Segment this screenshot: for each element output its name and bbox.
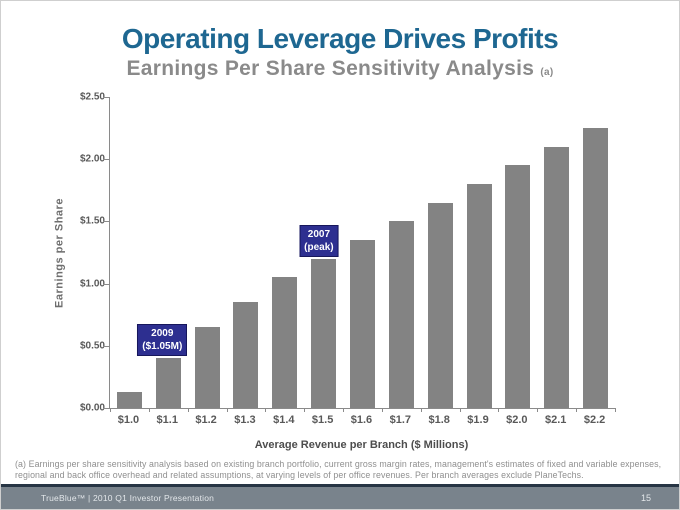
footer-brand-text: TrueBlue™ | 2010 Q1 Investor Presentatio… [41,493,215,503]
bar [505,165,531,408]
subtitle-footnote-marker: (a) [540,67,554,78]
y-tick-mark [103,159,110,161]
footnote: (a) Earnings per share sensitivity analy… [15,459,662,481]
bar-slot [498,97,537,408]
bar [311,258,337,408]
y-tick-mark [103,97,110,98]
annotation-line: (peak) [304,241,334,253]
x-tick-label: $1.5 [311,414,334,426]
x-tick-label: $2.0 [506,414,528,426]
bar [349,240,375,408]
y-axis-tick-labels: $0.00 $0.50 $1.00 $1.50 $2.00 $2.50 [61,92,105,414]
x-tick-mark [459,408,461,412]
y-tick-mark [103,221,110,223]
bar [388,221,414,408]
x-tick-label: $1.1 [156,414,178,426]
annotation-line: ($1.05M) [142,341,183,353]
x-tick-label: $2.2 [583,414,606,426]
plot-area: 2009 ($1.05M) 2007 (peak) [103,97,616,412]
x-tick-label: $1.6 [350,414,373,426]
bar-slot [343,97,382,408]
x-tick-mark [343,408,345,412]
y-tick-label: $2.50 [79,91,105,103]
bar-series [110,97,615,408]
x-tick-mark [148,408,150,412]
y-tick-label: $0.00 [79,402,105,414]
x-tick-label: $1.3 [234,414,256,426]
annotation-box: 2007 (peak) [299,224,339,257]
x-tick-label: $1.2 [195,414,217,426]
x-tick-label: $1.0 [117,414,140,426]
y-tick-mark [103,345,110,347]
y-tick-label: $1.00 [79,278,105,290]
y-tick-mark [103,408,110,409]
subtitle-text: Earnings Per Share Sensitivity Analysis [126,57,535,80]
footer-page-number: 15 [640,493,651,503]
x-tick-mark [576,408,578,412]
x-axis-tick-labels: $1.0 $1.1 $1.2 $1.3 $1.4 $1.5 $1.6 $1.7 $1.8 $1.9… [109,414,614,426]
bar-slot [382,97,421,408]
bar-slot [227,97,266,408]
bar [544,146,570,408]
bar [272,277,298,408]
x-tick-label: $1.8 [428,414,450,426]
x-tick-label: $1.4 [273,414,295,426]
x-axis-title: Average Revenue per Branch ($ Millions) [254,439,469,451]
bar [194,327,220,408]
bar [427,202,453,408]
x-tick-mark [110,408,111,412]
x-tick-mark [381,408,383,412]
bar [233,302,259,408]
bar [116,391,142,408]
bar-slot [265,97,304,408]
bar-slot [304,97,343,408]
x-tick-label: $2.1 [544,414,567,426]
y-tick-label: $0.50 [79,340,105,352]
annotation-box: 2009 ($1.05M) [137,324,188,357]
y-tick-label: $2.00 [79,153,105,165]
x-tick-mark [304,408,306,412]
annotation-line: 2007 [307,228,331,240]
y-tick-mark [103,283,110,285]
y-tick-label: $1.50 [79,215,105,227]
x-tick-mark [537,408,539,412]
bar-slot [421,97,460,408]
bar-slot [576,97,615,408]
bar [466,184,492,408]
bar-slot [110,97,149,408]
slide-subtitle: Earnings Per Share Sensitivity Analysis … [1,57,679,81]
annotation-line: 2009 [151,328,174,340]
bar [583,128,609,408]
x-tick-mark [226,408,228,412]
x-tick-mark [615,408,616,412]
bar [155,358,181,408]
slide-title: Operating Leverage Drives Profits [121,23,559,54]
x-tick-mark [420,408,422,412]
bar-slot [537,97,576,408]
bar-slot [188,97,227,408]
bar-slot [460,97,499,408]
footer-bar: TrueBlue™ | 2010 Q1 Investor Presentatio… [1,484,679,509]
x-tick-mark [187,408,189,412]
bar-slot [149,97,188,408]
x-tick-label: $1.7 [389,414,412,426]
x-tick-mark [498,408,500,412]
x-tick-mark [265,408,267,412]
x-tick-label: $1.9 [467,414,489,426]
